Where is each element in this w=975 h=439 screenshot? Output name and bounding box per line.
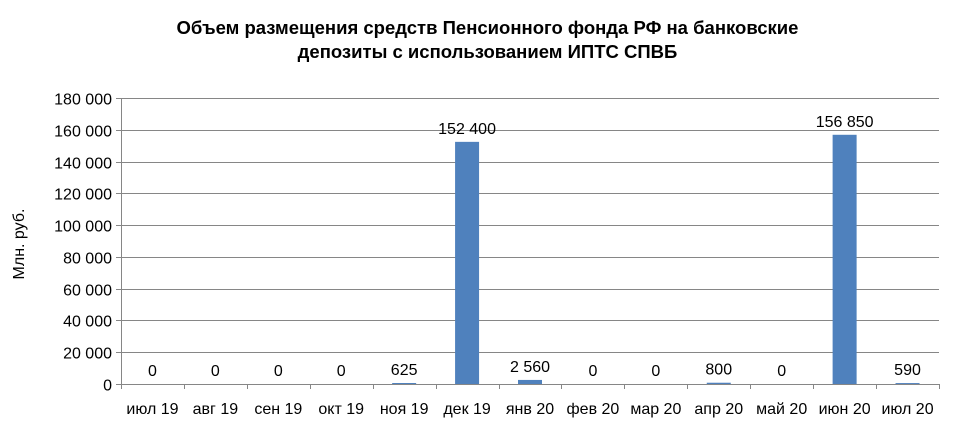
y-tick-label: 20 000	[63, 346, 112, 363]
x-tick-label: мар 20	[630, 401, 681, 418]
axes	[116, 98, 940, 389]
chart-title-line-1: Объем размещения средств Пенсионного фон…	[176, 17, 799, 38]
x-tick-label: июн 20	[819, 401, 871, 418]
x-tick-label: июл 19	[126, 401, 178, 418]
x-tick-label: фев 20	[567, 401, 620, 418]
x-tick-label: авг 19	[193, 401, 239, 418]
data-label: 800	[705, 362, 732, 379]
x-tick-label: апр 20	[694, 401, 743, 418]
data-label: 625	[391, 362, 418, 379]
x-tick-label: май 20	[756, 401, 807, 418]
data-label: 0	[777, 363, 786, 380]
data-label: 0	[588, 363, 597, 380]
data-label: 0	[211, 363, 220, 380]
y-tick-label: 160 000	[54, 124, 112, 141]
data-label: 0	[148, 363, 157, 380]
x-tick-label: дек 19	[443, 401, 491, 418]
x-tick-labels: июл 19 авг 19 сен 19 окт 19 ноя 19 дек 19 янв …	[126, 401, 933, 418]
data-label: 590	[894, 362, 921, 379]
bar	[895, 383, 920, 384]
data-label: 0	[337, 363, 346, 380]
y-tick-label: 100 000	[54, 219, 112, 236]
bar	[706, 382, 731, 384]
data-label: 2 560	[510, 359, 550, 376]
y-tick-labels: 0 20 000 40 000 60 000 80 000 100 000 120 000 1…	[54, 92, 112, 395]
x-tick-label: ноя 19	[380, 401, 429, 418]
bars	[392, 134, 920, 384]
data-label: 0	[651, 363, 660, 380]
y-tick-label: 0	[103, 378, 112, 395]
y-axis-label: Млн. руб.	[11, 209, 28, 280]
chart-title: Объем размещения средств Пенсионного фон…	[0, 16, 975, 64]
y-tick-label: 40 000	[63, 314, 112, 331]
data-labels: 0 0 0 0 625 152 400 2 560 0 0 800 0 156 850 590	[148, 114, 921, 380]
x-tick-label: окт 19	[318, 401, 364, 418]
y-tick-label: 140 000	[54, 156, 112, 173]
data-label: 156 850	[816, 114, 874, 131]
chart-title-line-2: депозиты с использованием ИПТС СПВБ	[297, 41, 678, 62]
y-tick-label: 120 000	[54, 187, 112, 204]
bar	[518, 379, 542, 384]
bar	[455, 141, 480, 384]
y-tick-label: 80 000	[63, 251, 112, 268]
data-label: 152 400	[438, 121, 496, 138]
x-tick-label: сен 19	[254, 401, 302, 418]
data-label: 0	[274, 363, 283, 380]
gridlines	[121, 98, 939, 353]
y-tick-label: 60 000	[63, 283, 112, 300]
bar	[392, 383, 417, 384]
y-tick-label: 180 000	[54, 92, 112, 109]
x-tick-label: июл 20	[881, 401, 933, 418]
bar	[832, 134, 857, 384]
x-tick-label: янв 20	[506, 401, 554, 418]
